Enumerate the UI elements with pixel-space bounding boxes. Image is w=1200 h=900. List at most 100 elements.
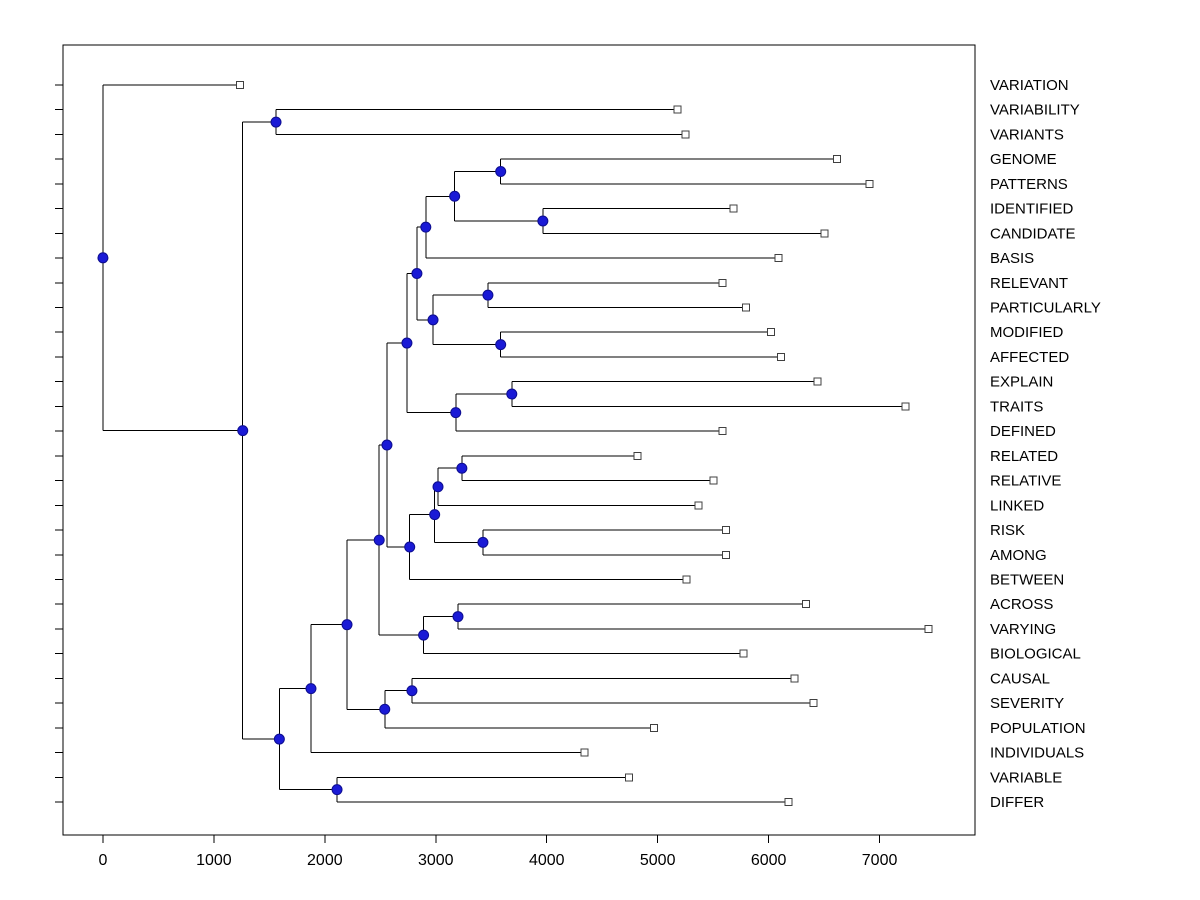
leaf-marker (721, 550, 730, 559)
branch-node-marker (427, 314, 439, 326)
branch-node-marker (495, 166, 507, 178)
branch-node-marker (432, 481, 444, 493)
leaf-marker (924, 624, 933, 633)
branch-node-marker (331, 784, 343, 796)
x-axis-tick-label: 6000 (751, 852, 787, 869)
x-axis-tick-label: 2000 (307, 852, 343, 869)
branch-node-marker (450, 407, 462, 419)
branch-node-marker (406, 685, 418, 697)
leaf-marker (739, 649, 748, 658)
leaf-label: DIFFER (990, 794, 1044, 811)
x-axis-tick-label: 5000 (640, 852, 676, 869)
leaf-marker (673, 105, 682, 114)
leaf-marker (721, 526, 730, 535)
leaf-marker (809, 699, 818, 708)
leaf-label: VARYING (990, 621, 1056, 638)
branch-node-marker (429, 509, 441, 521)
leaf-marker (766, 328, 775, 337)
leaf-label: GENOME (990, 151, 1057, 168)
leaf-marker (901, 402, 910, 411)
branch-node-marker (537, 215, 549, 227)
leaf-label: INDIVIDUALS (990, 745, 1084, 762)
leaf-marker (820, 229, 829, 238)
leaf-label: CANDIDATE (990, 225, 1076, 242)
leaf-label: RELEVANT (990, 275, 1068, 292)
leaf-label: AFFECTED (990, 349, 1069, 366)
branch-node-marker (270, 116, 282, 128)
leaf-marker (580, 748, 589, 757)
leaf-label: RELATED (990, 448, 1058, 465)
leaf-label: DEFINED (990, 423, 1056, 440)
x-axis-tick-label: 7000 (862, 852, 898, 869)
leaf-label: CAUSAL (990, 670, 1050, 687)
leaf-marker (784, 798, 793, 806)
leaf-marker (729, 204, 738, 213)
branch-node-marker (495, 339, 507, 351)
leaf-marker (790, 674, 799, 683)
branch-node-marker (420, 221, 432, 233)
x-axis-tick-label: 1000 (196, 852, 232, 869)
leaf-marker (718, 427, 727, 436)
leaf-label: PARTICULARLY (990, 300, 1101, 317)
branch-node-marker (404, 541, 416, 553)
leaf-marker (801, 600, 810, 609)
branch-node-marker (449, 190, 461, 202)
x-axis-tick-label: 3000 (418, 852, 454, 869)
branch-node-marker (97, 252, 109, 264)
leaf-label: POPULATION (990, 720, 1086, 737)
leaf-label: RELATIVE (990, 473, 1061, 490)
leaf-label: PATTERNS (990, 176, 1068, 193)
leaf-marker (694, 501, 703, 510)
branch-node-marker (305, 683, 317, 695)
leaf-label: VARIANTS (990, 126, 1064, 143)
leaf-label: BIOLOGICAL (990, 646, 1081, 663)
leaf-marker (741, 303, 750, 312)
branch-node-marker (237, 425, 249, 437)
branch-node-marker (506, 388, 518, 400)
leaf-marker (776, 352, 785, 361)
branch-node-marker (373, 534, 385, 546)
branch-node-marker (381, 439, 393, 451)
leaf-label: TRAITS (990, 398, 1043, 415)
branch-node-marker (341, 619, 353, 631)
leaf-label: RISK (990, 522, 1025, 539)
leaf-marker (681, 130, 690, 139)
leaf-label: ACROSS (990, 596, 1053, 613)
branch-node-marker (401, 337, 413, 349)
x-axis-tick-label: 0 (98, 852, 107, 869)
leaf-label: IDENTIFIED (990, 201, 1074, 218)
leaf-marker (633, 451, 642, 460)
leaf-marker (682, 575, 691, 584)
leaf-label: VARIABLE (990, 769, 1062, 786)
branch-node-marker (418, 629, 430, 641)
leaf-label: LINKED (990, 497, 1044, 514)
branch-node-marker (452, 611, 464, 623)
leaf-marker (624, 773, 633, 782)
branch-node-marker (477, 536, 489, 548)
leaf-label: SEVERITY (990, 695, 1064, 712)
leaf-label: BETWEEN (990, 571, 1064, 588)
leaf-label: AMONG (990, 547, 1047, 564)
branch-node-marker (456, 462, 468, 474)
leaf-marker (709, 476, 718, 485)
leaf-label: VARIABILITY (990, 102, 1080, 119)
leaf-marker (649, 723, 658, 732)
plot-border (62, 44, 976, 836)
branch-node-marker (379, 703, 391, 715)
leaf-marker (774, 254, 783, 263)
leaf-label: EXPLAIN (990, 374, 1053, 391)
branch-node-marker (482, 289, 494, 301)
leaf-label: VARIATION (990, 77, 1069, 94)
leaf-label: MODIFIED (990, 324, 1063, 341)
leaf-marker (865, 179, 874, 188)
leaf-label: BASIS (990, 250, 1034, 267)
leaf-marker (235, 81, 244, 89)
branch-node-marker (411, 268, 423, 280)
branch-node-marker (273, 733, 285, 745)
leaf-marker (832, 155, 841, 164)
leaf-marker (813, 377, 822, 386)
leaf-marker (718, 278, 727, 287)
